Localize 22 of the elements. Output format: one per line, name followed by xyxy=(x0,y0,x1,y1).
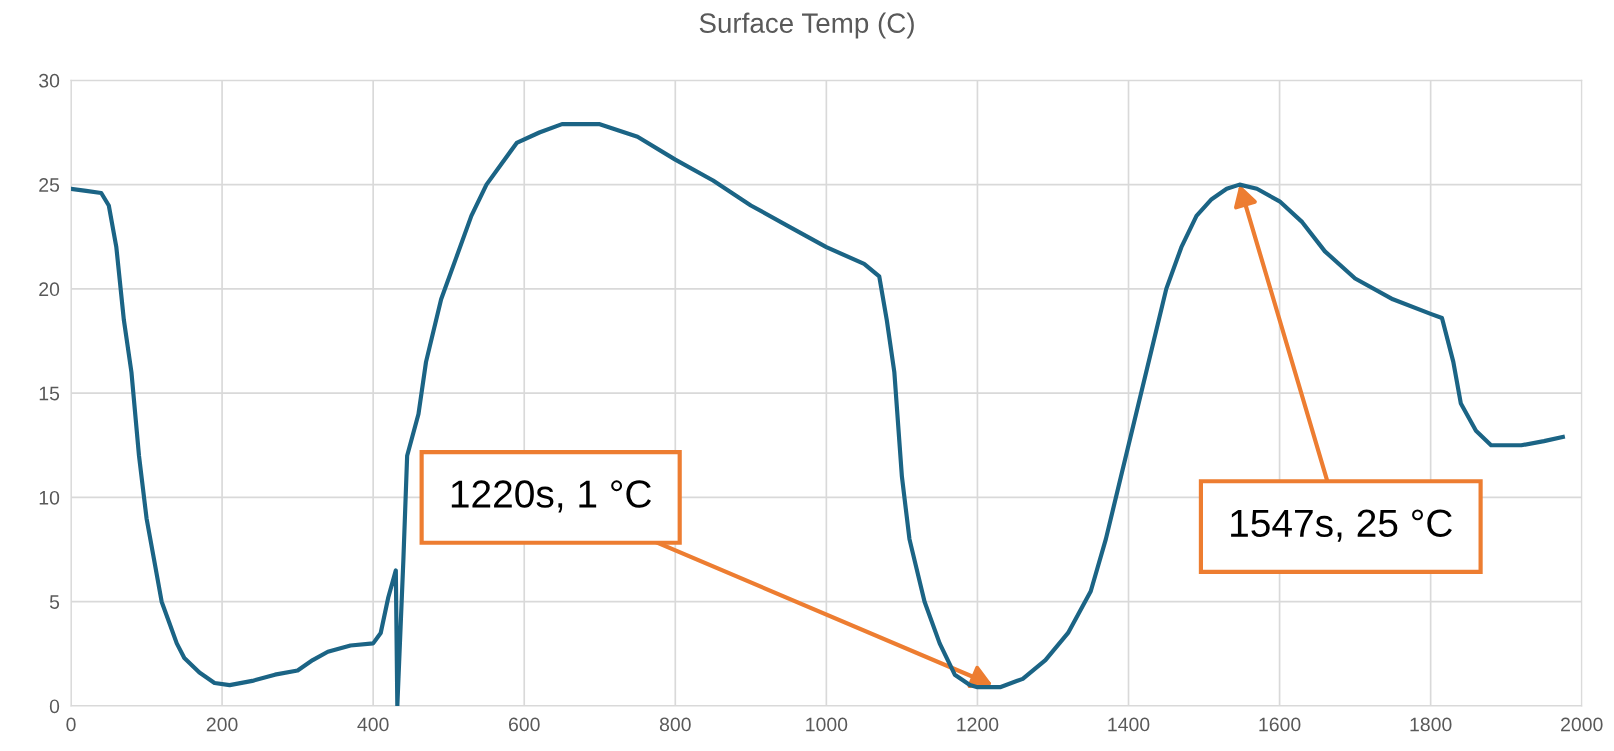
x-tick-label: 1200 xyxy=(957,717,999,732)
chart-title: Surface Temp (C) xyxy=(699,12,914,39)
x-tick-label: 1000 xyxy=(806,717,848,732)
x-tick-label: 400 xyxy=(357,717,389,732)
annotation: 1547s, 25 °C xyxy=(1231,509,1452,542)
x-tick-label: 200 xyxy=(206,717,238,732)
y-tick-label: 20 xyxy=(39,282,60,297)
y-tick-label: 25 xyxy=(39,178,60,192)
x-tick-label: 800 xyxy=(659,717,691,732)
x-tick-label: 1800 xyxy=(1410,717,1452,732)
x-tick-label: 1400 xyxy=(1108,717,1150,732)
x-tick-label: 2000 xyxy=(1561,717,1603,732)
y-tick-label: 0 xyxy=(49,699,60,714)
y-tick-label: 15 xyxy=(39,386,60,401)
y-tick-label: 10 xyxy=(39,490,60,505)
y-tick-label: 5 xyxy=(49,595,60,609)
annotation: 1220s, 1 °C xyxy=(451,480,652,513)
x-tick-label: 0 xyxy=(66,717,76,732)
x-tick-label: 1600 xyxy=(1259,717,1301,732)
y-tick-label: 30 xyxy=(39,73,60,88)
x-tick-label: 600 xyxy=(509,717,540,732)
line-series xyxy=(71,122,1565,706)
